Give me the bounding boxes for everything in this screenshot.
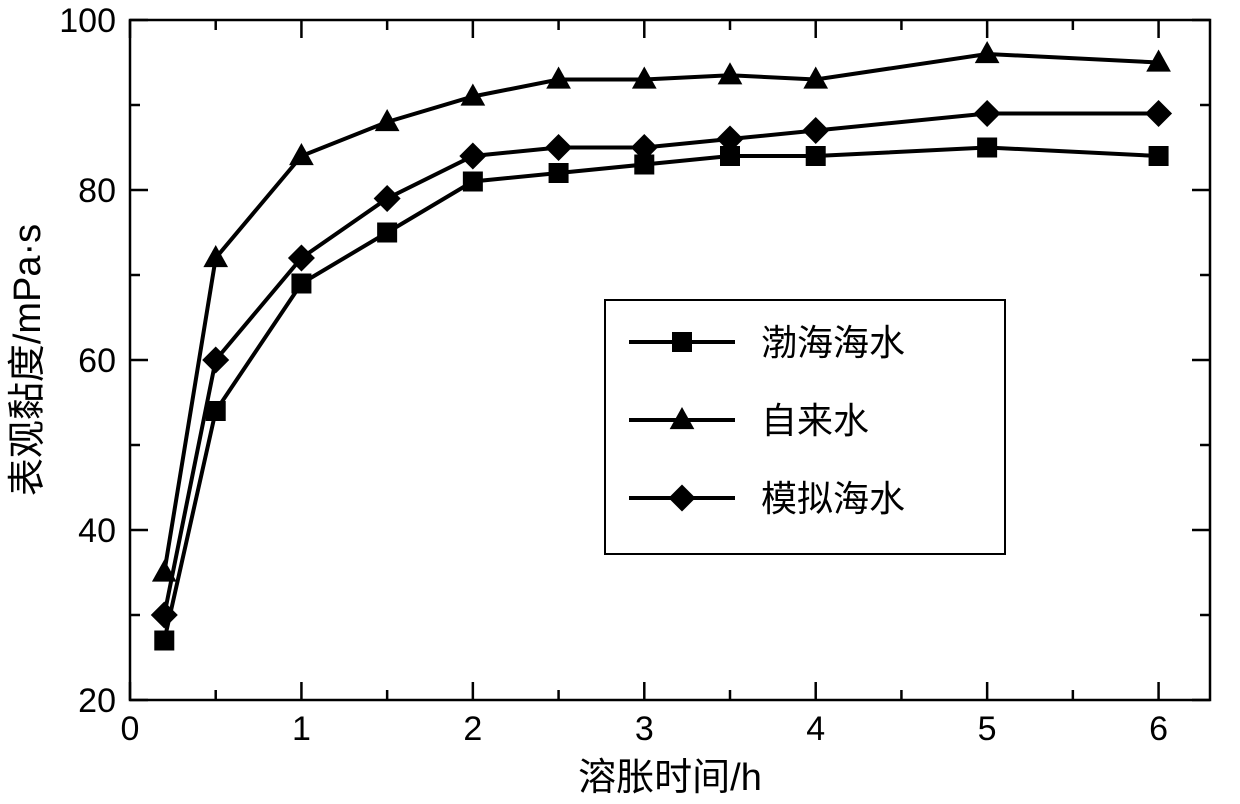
x-tick-label: 3 [635,710,654,748]
legend-label: 渤海海水 [761,322,905,363]
legend: 渤海海水自来水模拟海水 [605,300,1005,554]
x-tick-label: 2 [463,710,482,748]
line-chart: 0 1 2 3 4 5 6 20 40 60 80 100 溶胀时间/h 表观黏度/mPa·s 渤海海水自来… [0,0,1240,804]
x-tick-label: 0 [121,710,140,748]
y-tick-label: 80 [78,172,116,210]
x-tick-label: 4 [806,710,825,748]
x-axis-title: 溶胀时间/h [578,757,762,799]
legend-label: 自来水 [761,400,869,441]
y-axis-title: 表观黏度/mPa·s [7,224,49,496]
y-tick-label: 40 [78,512,116,550]
y-tick-label: 20 [78,682,116,720]
y-tick-label: 100 [59,2,116,40]
y-tick-label: 60 [78,342,116,380]
legend-label: 模拟海水 [761,478,905,519]
series-2 [151,100,1172,629]
x-tick-label: 1 [292,710,311,748]
x-tick-label: 5 [978,710,997,748]
series-0 [154,138,1168,651]
chart-container: 0 1 2 3 4 5 6 20 40 60 80 100 溶胀时间/h 表观黏度/mPa·s 渤海海水自来… [0,0,1240,804]
series-1 [152,41,1171,582]
x-tick-label: 6 [1149,710,1168,748]
